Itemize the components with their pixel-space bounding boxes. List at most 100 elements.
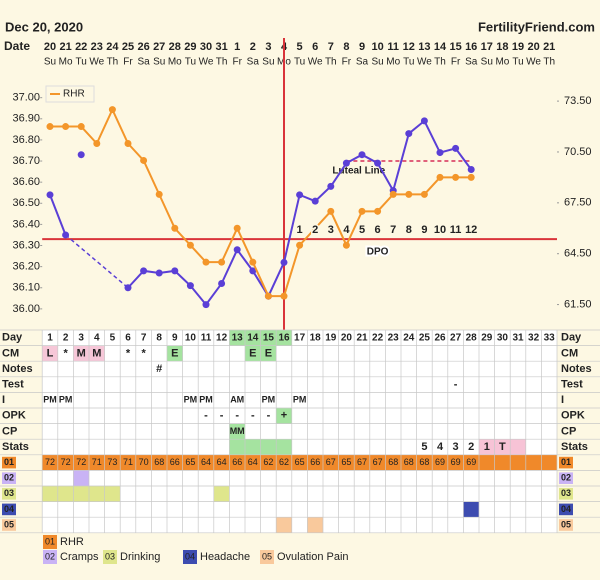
y-tick-label: 36.70 (12, 155, 40, 167)
cell-text: * (141, 347, 146, 359)
point (249, 258, 257, 266)
row-label: CM (2, 347, 19, 359)
legend-code-box (183, 550, 197, 564)
cell-bg (479, 439, 495, 455)
legend-code: 01 (45, 536, 55, 546)
date-label: 16 (465, 41, 477, 53)
date-label: 23 (91, 41, 103, 53)
point (280, 292, 288, 300)
weekday-label: Th (107, 57, 119, 68)
cell-text: E (249, 347, 256, 359)
cell-text: 1 (484, 441, 490, 453)
cell-text: PM (262, 395, 276, 405)
day-number: 7 (141, 332, 147, 343)
rhr-value: 71 (92, 457, 102, 467)
day-number: 29 (481, 332, 493, 343)
y-tick-label: 36.30 (12, 239, 40, 251)
weekday-label: Tu (185, 57, 196, 68)
date-label: 20 (527, 41, 539, 53)
symptom-code-box (2, 488, 16, 500)
cell-bg (260, 439, 277, 455)
weekday-label: Th (543, 57, 555, 68)
day-number: 15 (263, 332, 275, 343)
weekday-label: Th (434, 57, 446, 68)
symptom-code: 02 (4, 473, 14, 483)
legend-code: 02 (45, 551, 55, 561)
point (436, 149, 444, 157)
date-label: 24 (106, 41, 119, 53)
cell-text: + (281, 410, 287, 422)
date-label: 21 (543, 41, 555, 53)
y2-tick-label: 67.50 (564, 197, 592, 209)
y2-tick-label: 73.50 (564, 95, 592, 107)
symptom-code-box (559, 456, 573, 469)
day-number: 18 (310, 332, 322, 343)
weekday-label: Tu (512, 57, 523, 68)
day-number: 1 (47, 332, 53, 343)
legend-name: Headache (200, 551, 250, 563)
point (140, 267, 148, 275)
point (249, 267, 257, 275)
point (374, 159, 382, 167)
dpo-label: 10 (434, 224, 446, 236)
row-label: I (561, 394, 564, 406)
rhr-value: 68 (154, 457, 164, 467)
y-tick-label: 36.40 (12, 218, 40, 230)
date-label: 19 (512, 41, 524, 53)
day-highlight (229, 330, 245, 346)
date-label: 10 (371, 41, 383, 53)
legend-code: 05 (262, 551, 272, 561)
cell-text: - (220, 410, 224, 422)
weekday-label: Su (44, 57, 56, 68)
symptom-code-box (2, 519, 16, 531)
symptom-cell (463, 501, 479, 518)
point (218, 258, 226, 266)
point (342, 159, 350, 167)
rhr-value: 65 (295, 457, 305, 467)
day-number: 19 (325, 332, 337, 343)
point (327, 182, 335, 190)
point (202, 258, 210, 266)
point (186, 282, 194, 290)
point (280, 258, 288, 266)
day-number: 11 (201, 332, 212, 343)
series-line (127, 119, 473, 307)
date-label: 5 (297, 41, 303, 53)
legend-label: RHR (63, 89, 85, 100)
symptom-cell (89, 486, 105, 502)
point (358, 151, 366, 159)
weekday-label: We (417, 57, 432, 68)
weekday-label: Mo (168, 57, 182, 68)
weekday-label: Th (325, 57, 337, 68)
cell-bg (245, 439, 261, 455)
day-number: 24 (403, 332, 415, 343)
rhr-value: 67 (373, 457, 383, 467)
date-label: 1 (234, 41, 240, 53)
cell-text: - (454, 379, 458, 391)
cell-text: - (267, 410, 271, 422)
cell-text: M (92, 347, 101, 359)
weekday-label: Su (371, 57, 383, 68)
legend-box (45, 85, 95, 103)
date-label: 17 (481, 41, 493, 53)
rhr-value: 68 (388, 457, 398, 467)
point (420, 190, 428, 198)
legend-code-box (43, 550, 57, 564)
date-label: 2 (250, 41, 256, 53)
symptom-code-box (2, 472, 16, 484)
cell-text: AM (230, 395, 244, 405)
cell-text: T (499, 441, 506, 453)
cell-bg (510, 439, 526, 455)
cell-bg (494, 439, 511, 455)
row-label: Stats (2, 441, 29, 453)
date-label: 20 (44, 41, 56, 53)
cell-text: M (77, 347, 86, 359)
point (124, 284, 132, 292)
day-number: 32 (528, 332, 540, 343)
point (420, 117, 428, 125)
symptom-code-box (559, 503, 573, 516)
row-label: Day (2, 332, 23, 344)
y-tick-label: 36.60 (12, 176, 40, 188)
day-number: 4 (94, 332, 100, 343)
